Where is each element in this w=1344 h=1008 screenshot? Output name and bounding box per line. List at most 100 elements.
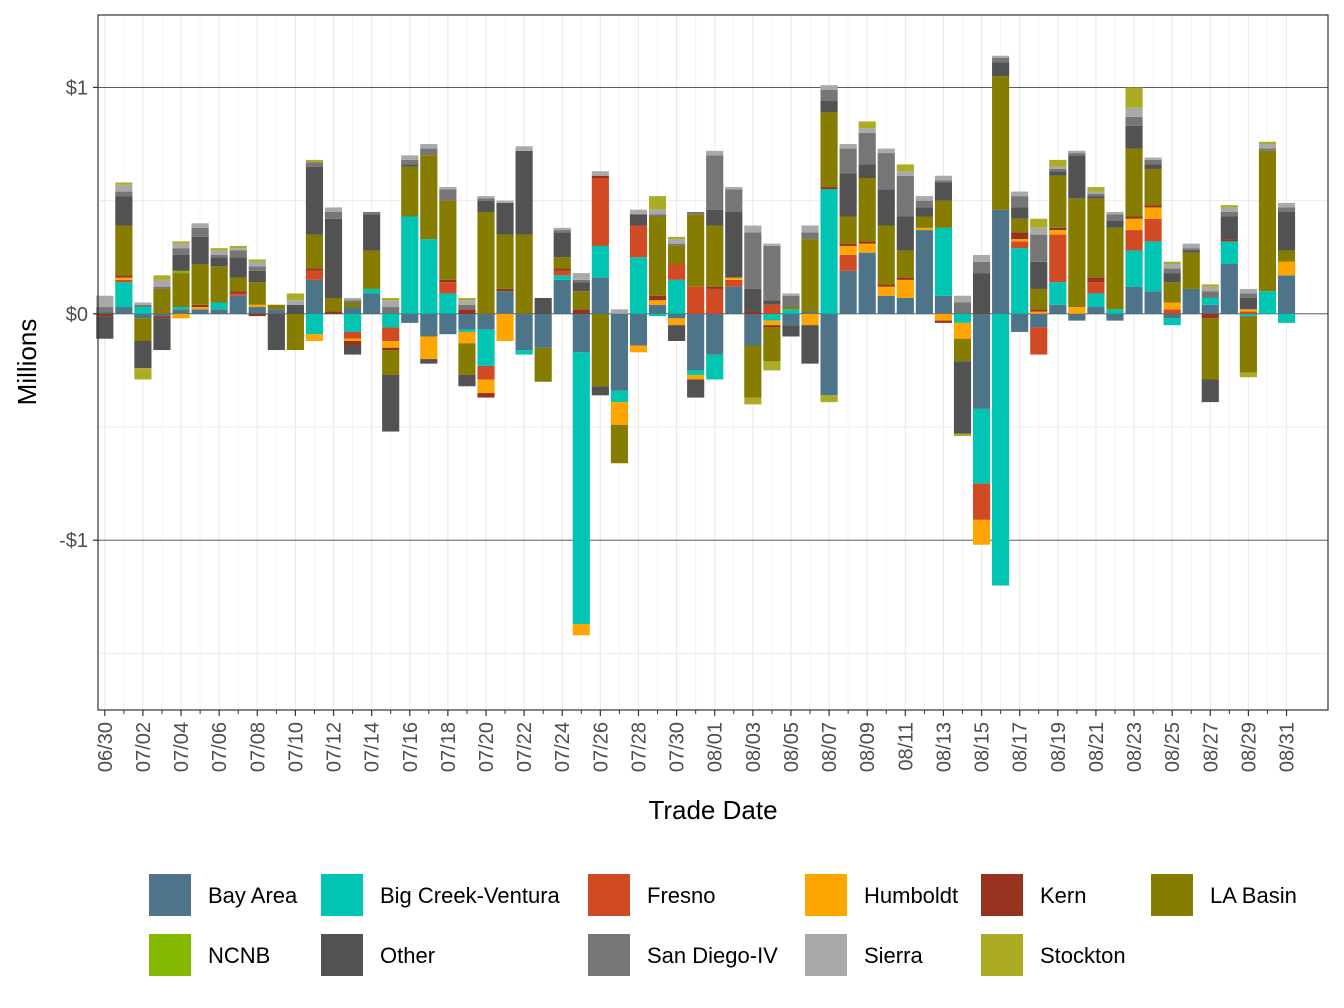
x-tick-label: 08/05 [781, 722, 803, 772]
bar-segment: Humboldt 07/21: -0.12 [496, 313, 514, 341]
bar-segment: Other 07/10: 0.04 [286, 304, 304, 314]
bar-segment: Bay Area 07/25: -0.17 [572, 313, 590, 353]
bar-segment: Humboldt 07/31: -0.02 [687, 374, 705, 380]
bar-segment: Big Creek-Ventura 07/18: 0.09 [439, 293, 457, 314]
bar-segment: Other 08/05: -0.05 [782, 325, 800, 337]
bar-segment: Bay Area 08/19: 0.04 [1049, 304, 1067, 314]
bar-segment: Other 08/10: 0.16 [877, 189, 895, 226]
y-axis-title: Millions [12, 319, 42, 406]
bar-segment: LA Basin 07/30: 0.08 [668, 245, 686, 265]
bar-segment: Big Creek-Ventura 07/11: -0.09 [305, 313, 324, 335]
bar-segment: Sierra 08/09: 0.02 [858, 128, 876, 133]
legend-label: LA Basin [1210, 883, 1297, 908]
bar-segment: Humboldt 08/12: 0.01 [915, 227, 933, 231]
bar-segment: Other 08/18: 0.12 [1030, 261, 1048, 289]
bar-segment: Stockton 07/11: 0.01 [305, 159, 324, 163]
legend-label: Stockton [1040, 943, 1126, 968]
bar-segment: Kern 07/24: 0.01 [553, 268, 571, 271]
bar-segment: Sierra 07/13: 0.01 [344, 297, 362, 301]
bar-segment: Other 08/26: 0.01 [1182, 250, 1200, 253]
bar-segment: Big Creek-Ventura 08/22: 0.02 [1106, 309, 1124, 314]
bar-segment: Other 08/23: 0.1 [1125, 125, 1143, 149]
bar-segment: Sierra 08/18: 0.03 [1030, 227, 1048, 235]
bar-segment: San Diego-IV 08/14: 0.05 [953, 302, 972, 314]
bar-segment: LA Basin 07/10: -0.16 [286, 313, 304, 351]
bar-segment: Bay Area 08/27: 0.04 [1201, 304, 1219, 314]
bar-segment: Humboldt 07/15: -0.03 [382, 340, 400, 348]
bar-segment: Humboldt 08/04: -0.02 [763, 320, 781, 326]
bar-segment: Sierra 08/15: 0.03 [972, 254, 991, 262]
bar-segment: Kern 08/28: 0.01 [1220, 239, 1238, 242]
bar-segment: San Diego-IV 08/28: 0.02 [1220, 211, 1238, 217]
bar-segment: Kern 08/07: 0.01 [820, 187, 838, 190]
bar-segment: Bay Area 08/03: -0.14 [744, 313, 762, 346]
bar-segment: Stockton 08/21: 0.02 [1087, 187, 1105, 192]
bar-segment: Big Creek-Ventura 07/16: 0.43 [401, 216, 419, 314]
bar-segment: Humboldt 07/01: 0.01 [115, 277, 133, 280]
bar-segment: Fresno 08/21: 0.05 [1087, 282, 1105, 294]
x-tick-label: 07/18 [438, 722, 460, 772]
x-tick-label: 08/03 [743, 722, 765, 772]
bar-segment: Bay Area 08/13: 0.08 [934, 295, 953, 314]
bar-segment: Humboldt 07/05: 0.01 [191, 307, 209, 310]
x-tick-label: 08/19 [1048, 722, 1070, 772]
bar-segment: San Diego-IV 08/10: 0.16 [877, 153, 895, 190]
bar-segment: Sierra 08/14: 0.03 [953, 295, 972, 303]
bar-segment: Bay Area 08/23: 0.12 [1125, 286, 1143, 314]
y-axis: $1 $0 -$1 [59, 77, 98, 552]
bar-segment: Stockton 08/25: 0.01 [1163, 261, 1181, 265]
bar-segment: LA Basin 07/21: 0.24 [496, 234, 514, 289]
bar-segment: Sierra 08/02: 0.01 [725, 187, 743, 190]
bar-segment: Big Creek-Ventura 08/19: 0.1 [1049, 282, 1067, 305]
bar-segment: San Diego-IV 07/01: 0.02 [115, 191, 133, 197]
bar-segment: San Diego-IV 08/30: 0.01 [1258, 148, 1277, 151]
bar-segment: Bay Area 07/11: 0.15 [305, 279, 324, 314]
bar-segment: LA Basin 08/05: 0.01 [782, 307, 800, 310]
bar-segment: San Diego-IV 07/25: 0.01 [572, 279, 590, 283]
bar-segment: San Diego-IV 07/14: 0.01 [363, 211, 381, 215]
legend-key [321, 934, 363, 976]
bar-segment: Other 07/05: 0.12 [191, 236, 209, 265]
x-tick-label: 08/21 [1086, 722, 1108, 772]
bar-segment: San Diego-IV 08/22: 0.03 [1106, 214, 1124, 222]
bar-segment: San Diego-IV 07/03: 0.01 [153, 286, 171, 289]
x-tick-label: 07/10 [285, 722, 307, 772]
plot-border [97, 14, 1329, 711]
bar-segment: Stockton 07/08: 0.01 [248, 259, 266, 262]
bar-segment: Other 08/27: -0.1 [1201, 379, 1219, 403]
bar-segment: Sierra 07/25: 0.03 [572, 273, 590, 280]
x-tick-label: 08/31 [1277, 722, 1299, 772]
bar-segment: Big Creek-Ventura 08/24: 0.22 [1144, 241, 1162, 292]
bar-segment: Big Creek-Ventura 07/30: 0.15 [668, 279, 686, 314]
bar-segment: Kern 08/13: -0.01 [934, 320, 953, 323]
legend-key [805, 934, 847, 976]
bar-segment: Stockton 08/28: 0.01 [1220, 205, 1238, 208]
bar-segment: Sierra 08/28: 0.02 [1220, 207, 1238, 212]
bar-segment: Big Creek-Ventura 07/15: -0.06 [382, 313, 400, 328]
bar-segment: Other 08/21: 0.01 [1087, 196, 1105, 199]
bar-segment: Bay Area 07/19: -0.07 [458, 313, 476, 330]
bar-segment: Sierra 07/04: 0.02 [172, 243, 190, 249]
bar-segment: Sierra 08/03: 0.03 [744, 225, 762, 233]
bar-segment: Other 07/25: 0.04 [572, 282, 590, 292]
bar-segment: LA Basin 07/17: 0.37 [420, 155, 438, 240]
bar-segment: Kern 08/24: 0.01 [1144, 205, 1162, 208]
bar-segment: Kern 08/21: 0.02 [1087, 277, 1105, 283]
bar-segment: Sierra 08/20: 0.01 [1068, 150, 1086, 154]
bar-segment: Humboldt 08/20: 0.03 [1068, 307, 1086, 314]
bar-segment: Kern 08/10: 0.01 [877, 284, 895, 287]
bar-segment: Humboldt 07/25: -0.05 [572, 623, 590, 636]
bar-segment: San Diego-IV 08/13: 0.01 [934, 180, 953, 183]
bar-segment: Fresno 08/19: 0.21 [1049, 234, 1067, 283]
bar-segment: Stockton 07/03: 0.02 [153, 275, 171, 280]
bar-segment: Big Creek-Ventura 07/25: -1.2 [572, 352, 590, 624]
bar-segment: Other 08/16: 0.06 [992, 62, 1010, 77]
bar-segment: LA Basin 07/08: 0.1 [248, 282, 266, 305]
bar-segment: Stockton 08/19: 0.03 [1049, 159, 1067, 167]
bar-segment: Bay Area 07/09: 0.02 [267, 309, 285, 314]
bar-segment: Kern 08/03: 0.01 [744, 311, 762, 314]
bar-segment: LA Basin 07/20: 0.45 [477, 211, 495, 314]
bar-segment: Fresno 07/30: 0.07 [668, 264, 686, 280]
bar-segment: Humboldt 08/23: 0.05 [1125, 218, 1143, 231]
x-tick-label: 08/09 [857, 722, 879, 772]
